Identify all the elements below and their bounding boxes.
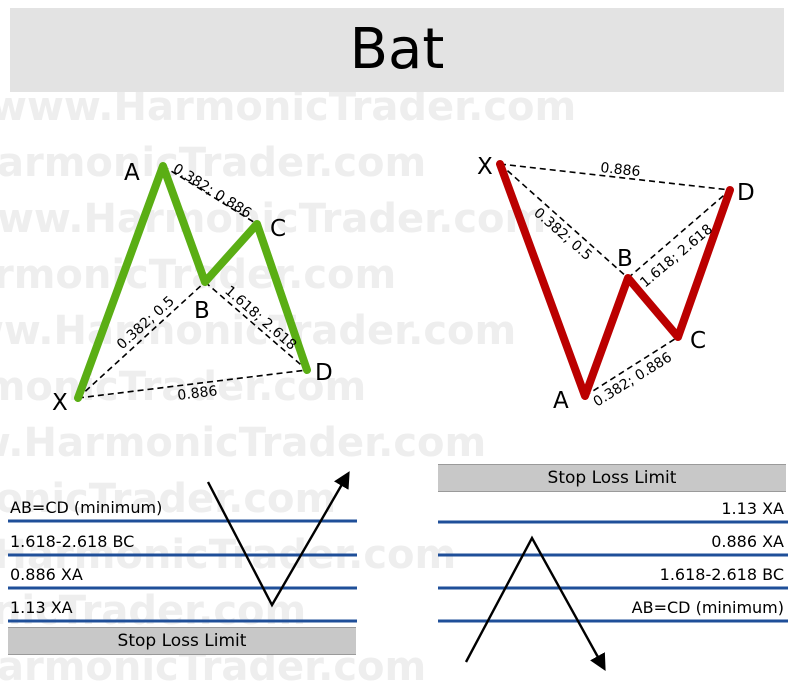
- left-level-label-113: 1.13 XA: [10, 598, 73, 617]
- bullish-xd-dashed-line: [77, 369, 308, 399]
- bullish-ac-dashed-line: [162, 165, 258, 225]
- left-stop-loss-label: Stop Loss Limit: [117, 631, 247, 651]
- watermark-text: www.HarmonicTrader.com: [0, 140, 426, 186]
- bearish-price-path: [496, 160, 734, 400]
- bullish-bd-dashed-line: [204, 281, 308, 371]
- bearish-ac-ratio: 0.382; 0.886: [591, 349, 675, 410]
- bearish-xb-dashed-line: [499, 163, 629, 279]
- bearish-point-b-label: B: [617, 246, 633, 272]
- bearish-xb-ratio: 0.382; 0.5: [530, 205, 594, 264]
- left-level-label-bc: 1.618-2.618 BC: [10, 532, 135, 551]
- right-level-label-abcd: AB=CD (minimum): [631, 598, 784, 617]
- bearish-point-x-label: X: [477, 154, 493, 180]
- right-reversal-arrow: [464, 535, 606, 671]
- bearish-ac-dashed-line: [584, 336, 679, 397]
- bullish-point-x-label: X: [52, 390, 68, 416]
- bearish-bat-pattern: X A B C D 0.886 0.382; 0.5 1.618; 2.618 …: [477, 154, 755, 414]
- bearish-point-a-label: A: [553, 388, 569, 414]
- right-level-label-886: 0.886 XA: [711, 532, 784, 551]
- bearish-point-d-label: D: [737, 180, 755, 206]
- bullish-point-a-label: A: [124, 160, 140, 186]
- right-level-label-bc: 1.618-2.618 BC: [659, 565, 784, 584]
- bullish-xd-ratio: 0.886: [177, 383, 219, 404]
- right-stop-loss-bar: Stop Loss Limit: [438, 464, 786, 492]
- bullish-point-c-label: C: [270, 216, 286, 242]
- bullish-point-b-label: B: [194, 298, 210, 324]
- watermark-text: www.HarmonicTrader.com: [0, 308, 516, 354]
- bearish-xd-dashed-line: [499, 163, 731, 191]
- left-level-label-886: 0.886 XA: [10, 565, 83, 584]
- bearish-bd-dashed-line: [627, 189, 731, 279]
- left-reversal-arrow: [206, 471, 350, 608]
- watermark-text: www.HarmonicTrader.com: [0, 476, 336, 522]
- bearish-point-c-label: C: [690, 328, 706, 354]
- watermark-text: www.HarmonicTrader.com: [0, 588, 306, 634]
- bullish-xb-dashed-line: [77, 281, 206, 399]
- watermark-text: www.HarmonicTrader.com: [0, 196, 546, 242]
- page-title: Bat: [349, 17, 445, 82]
- right-stop-loss-label: Stop Loss Limit: [547, 468, 677, 488]
- bearish-xd-ratio: 0.886: [600, 160, 642, 180]
- left-level-label-abcd: AB=CD (minimum): [10, 498, 163, 517]
- bullish-point-d-label: D: [315, 360, 333, 386]
- right-level-label-113: 1.13 XA: [721, 499, 784, 518]
- left-stop-loss-bar: Stop Loss Limit: [8, 627, 356, 655]
- bullish-price-path: [74, 162, 311, 402]
- title-bar: Bat: [10, 8, 784, 92]
- bullish-xb-ratio: 0.382; 0.5: [114, 293, 178, 353]
- watermark-text: www.HarmonicTrader.com: [0, 420, 486, 466]
- bullish-bat-pattern: X A B C D 0.382; 0.5 0.382; 0.886 1.618;…: [52, 160, 333, 416]
